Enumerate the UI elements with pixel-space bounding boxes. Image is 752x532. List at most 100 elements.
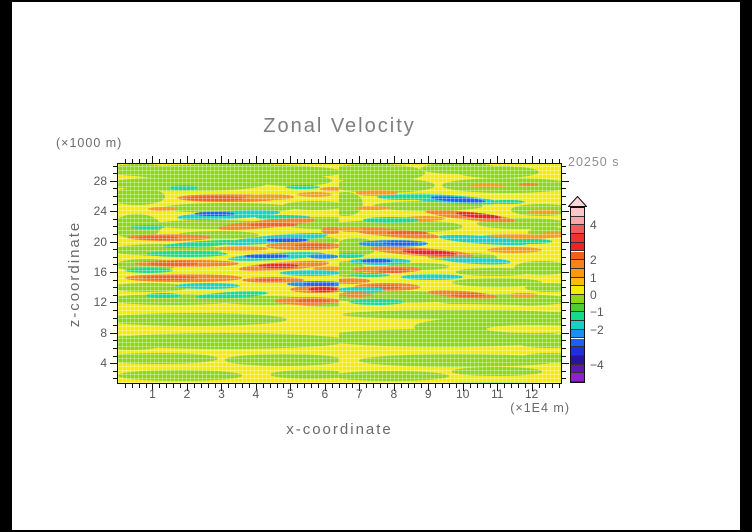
axis-tick	[562, 310, 566, 311]
x-axis-label: x-coordinate	[286, 421, 393, 438]
contour-shape	[455, 268, 532, 276]
contour-shape	[118, 294, 239, 305]
contour-shape	[295, 298, 330, 304]
axis-tick	[180, 384, 182, 388]
axis-tick	[562, 203, 566, 205]
colorbar-tick-label: −2	[590, 322, 604, 337]
axis-tick	[317, 159, 319, 163]
axis-tick	[317, 384, 319, 388]
y-tick-label: 24	[93, 204, 107, 219]
contour-shape	[355, 190, 398, 196]
axis-tick	[562, 378, 566, 380]
contour-shape	[450, 292, 486, 297]
axis-tick	[359, 384, 361, 391]
contour-shape	[342, 309, 561, 320]
axis-tick	[228, 159, 230, 163]
contour-shape	[376, 193, 432, 200]
axis-tick	[421, 384, 423, 388]
contour-shape	[339, 192, 363, 217]
axis-tick	[249, 159, 250, 163]
contour-shape	[249, 222, 298, 228]
axis-tick	[497, 156, 499, 163]
axis-tick	[562, 165, 566, 167]
contour-shape	[355, 205, 391, 211]
contour-shape	[245, 193, 294, 200]
contour-shape	[378, 268, 410, 273]
axis-tick	[562, 348, 566, 350]
contour-shape	[359, 353, 560, 367]
axis-tick	[562, 332, 569, 334]
axis-tick	[504, 384, 506, 388]
axis-tick	[113, 226, 117, 228]
axis-tick	[366, 159, 368, 163]
axis-tick	[235, 159, 237, 163]
axis-tick	[504, 159, 506, 163]
frame-left-bar	[0, 0, 12, 532]
axis-tick	[276, 159, 278, 163]
contour-shape	[319, 186, 339, 192]
axis-tick	[562, 287, 566, 289]
contour-shape	[361, 259, 393, 264]
axis-tick	[145, 384, 147, 388]
axis-tick	[297, 159, 299, 163]
axis-tick	[131, 159, 133, 163]
axis-tick	[552, 159, 554, 163]
axis-tick	[490, 159, 492, 163]
contour-shape	[255, 175, 332, 187]
contour-shape	[455, 165, 539, 178]
axis-tick	[311, 159, 313, 163]
axis-tick	[455, 159, 457, 163]
contour-shape	[348, 298, 405, 305]
axis-tick	[345, 384, 347, 388]
axis-tick	[255, 384, 257, 391]
axis-tick	[113, 256, 117, 258]
colorbar-segment	[571, 268, 584, 278]
axis-tick	[562, 211, 569, 213]
axis-tick	[562, 279, 566, 281]
contour-shape	[383, 240, 418, 246]
colorbar-segment	[571, 216, 584, 226]
axis-tick	[207, 384, 209, 388]
axis-tick	[469, 384, 471, 388]
axis-tick	[562, 180, 569, 182]
plot-title: Zonal Velocity	[263, 115, 416, 137]
axis-tick	[448, 384, 450, 388]
colorbar-segment	[571, 347, 584, 356]
contour-shape	[118, 282, 187, 292]
contour-shape	[224, 354, 339, 366]
contour-shape	[118, 352, 218, 365]
contour-shape	[518, 182, 538, 187]
axis-tick	[262, 159, 264, 163]
axis-tick	[476, 159, 478, 163]
contour-shape	[339, 287, 386, 294]
axis-tick	[462, 156, 464, 163]
contour-shape	[339, 177, 436, 193]
axis-tick	[562, 363, 569, 365]
axis-tick	[483, 159, 485, 163]
axis-tick	[386, 159, 388, 163]
axis-tick	[207, 159, 209, 163]
axis-tick	[113, 378, 117, 380]
axis-tick	[421, 159, 423, 163]
axis-tick	[200, 159, 202, 163]
contour-shape	[404, 216, 446, 222]
axis-tick	[400, 159, 402, 163]
axis-tick	[113, 233, 117, 235]
contour-shape	[118, 335, 167, 350]
timestamp-label: 20250 s	[568, 155, 620, 169]
axis-tick	[113, 249, 117, 251]
contour-shape	[479, 233, 549, 241]
contour-shape	[400, 274, 463, 281]
x-tick-label: 9	[424, 387, 432, 401]
axis-tick	[380, 159, 381, 163]
axis-tick	[538, 159, 540, 163]
axis-tick	[173, 384, 175, 388]
colorbar-tick-label: 2	[590, 253, 597, 268]
x-tick-label: 2	[183, 387, 191, 401]
axis-tick	[524, 159, 526, 163]
axis-tick	[113, 165, 117, 167]
axis-tick	[531, 156, 533, 163]
contour-shape	[490, 199, 525, 205]
axis-tick	[124, 159, 126, 163]
axis-tick	[214, 159, 216, 163]
